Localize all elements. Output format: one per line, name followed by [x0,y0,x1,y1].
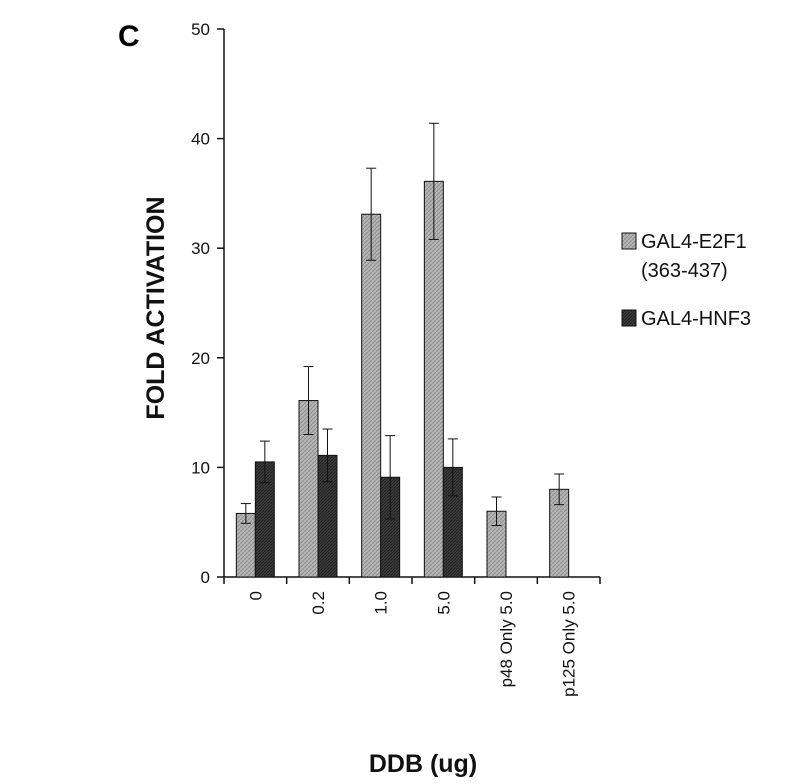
x-tick-label: 0 [246,591,265,600]
legend-label: GAL4-HNF3 [641,308,751,330]
legend-swatch-e2f1 [621,232,637,250]
legend-swatch-hnf3 [621,309,637,327]
y-tick-label: 10 [191,458,210,477]
x-tick-label: 1.0 [372,591,391,615]
legend: GAL4-E2F1 (363-437) GAL4-HNF3 [621,231,751,330]
bars [235,180,570,578]
bar-e2f1 [361,213,382,578]
y-axis: 0 10 20 30 40 50 [191,20,225,587]
x-tick-label: 0.2 [309,591,328,615]
x-axis-title: DDB (ug) [369,750,477,778]
y-tick-label: 30 [191,239,210,258]
bar-e2f1 [423,180,444,578]
legend-label: GAL4-E2F1 [641,231,747,253]
legend-label: (363-437) [641,260,728,282]
x-tick-label: 5.0 [434,591,453,615]
error-bars [240,122,565,526]
y-tick-label: 40 [191,130,210,149]
y-tick-label: 50 [191,20,210,39]
y-axis-title: FOLD ACTIVATION [142,196,170,419]
x-tick-label: p125 Only 5.0 [560,591,579,697]
x-tick-label: p48 Only 5.0 [497,591,516,687]
y-tick-label: 0 [201,568,210,587]
y-tick-label: 20 [191,349,210,368]
panel-label: C [118,20,140,53]
x-axis: 0 0.2 1.0 5.0 p48 Only 5.0 p125 Only 5.0 [223,576,601,697]
